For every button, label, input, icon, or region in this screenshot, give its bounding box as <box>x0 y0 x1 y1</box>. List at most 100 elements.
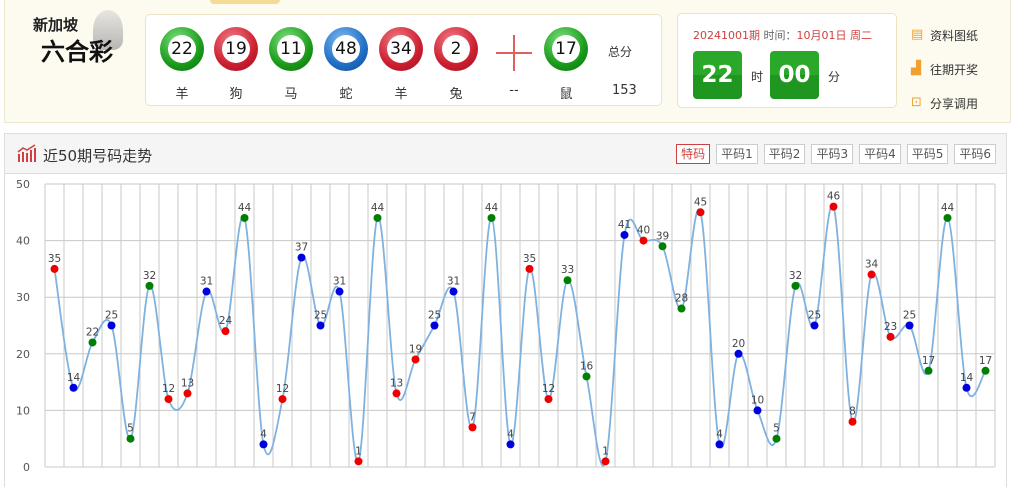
data-point <box>544 395 553 404</box>
data-point <box>582 372 591 381</box>
data-point <box>753 406 762 415</box>
data-label: 10 <box>751 394 764 406</box>
y-tick-label: 10 <box>16 404 30 417</box>
data-point <box>69 383 78 392</box>
data-label: 31 <box>333 276 346 288</box>
tab-1[interactable]: 平码1 <box>716 144 758 164</box>
total-value: 153 <box>612 83 637 98</box>
data-label: 25 <box>808 310 821 322</box>
data-point <box>88 338 97 347</box>
data-point <box>392 389 401 398</box>
period: 20241001期 <box>693 29 760 42</box>
ball-number: 34 <box>387 35 415 63</box>
data-point <box>164 395 173 404</box>
tab-0[interactable]: 特码 <box>676 144 711 164</box>
data-label: 35 <box>48 253 61 265</box>
data-label: 17 <box>979 355 992 367</box>
data-label: 23 <box>884 321 897 333</box>
ball-zodiac: 兔 <box>449 87 463 102</box>
data-point <box>981 366 990 375</box>
data-label: 33 <box>561 264 574 276</box>
data-label: 4 <box>507 428 514 440</box>
ball-zodiac: 羊 <box>175 87 189 102</box>
data-point <box>335 287 344 296</box>
data-point <box>943 213 952 222</box>
panel-title: 近50期号码走势 <box>43 147 153 165</box>
data-point <box>202 287 211 296</box>
ball-zodiac: 蛇 <box>339 87 353 102</box>
trend-panel: 近50期号码走势 特码 平码1 平码2 平码3 平码4 平码5 平码6 <box>4 133 1007 487</box>
data-label: 5 <box>127 423 134 435</box>
data-label: 41 <box>618 219 631 231</box>
data-point <box>240 213 249 222</box>
ball: 19 <box>214 27 258 71</box>
header-band: 新加坡 六合彩 -- 总分 153 22 羊 19 狗 11 马 48 蛇 34 羊 2 兔 17 鼠 2… <box>4 0 1011 123</box>
data-label: 25 <box>314 310 327 322</box>
data-point <box>620 230 629 239</box>
link-materials[interactable]: ▤ 资料图纸 <box>911 18 978 52</box>
data-point <box>487 213 496 222</box>
data-label: 31 <box>447 276 460 288</box>
quick-links: ▤ 资料图纸 ▟ 往期开奖 ⊡ 分享调用 <box>911 18 978 120</box>
link-history[interactable]: ▟ 往期开奖 <box>911 52 978 86</box>
y-tick-label: 20 <box>16 348 30 361</box>
data-point <box>639 236 648 245</box>
tab-2[interactable]: 平码2 <box>763 144 806 164</box>
data-label: 1 <box>355 445 362 457</box>
data-point <box>658 242 667 251</box>
data-label: 46 <box>827 191 841 203</box>
ball-number: 2 <box>442 35 470 63</box>
ball-zodiac: 狗 <box>229 87 243 102</box>
link-share[interactable]: ⊡ 分享调用 <box>911 86 978 120</box>
ball-zodiac: 马 <box>284 87 298 102</box>
data-point <box>145 281 154 290</box>
data-label: 24 <box>219 315 233 327</box>
data-label: 44 <box>238 202 252 214</box>
data-label: 44 <box>941 202 955 214</box>
trend-chart-icon <box>17 144 36 162</box>
data-point <box>278 395 287 404</box>
data-label: 35 <box>523 253 536 265</box>
data-point <box>734 349 743 358</box>
plus-label: -- <box>509 83 519 98</box>
data-label: 45 <box>694 196 707 208</box>
data-point <box>886 332 895 341</box>
share-screen-icon: ⊡ <box>911 95 922 110</box>
tab-6[interactable]: 平码6 <box>954 144 996 164</box>
ball: 2 <box>434 27 478 71</box>
data-label: 7 <box>469 411 476 423</box>
tab-4[interactable]: 平码4 <box>859 144 901 164</box>
data-point <box>791 281 800 290</box>
data-label: 22 <box>86 326 99 338</box>
calendar-icon: ▤ <box>911 27 924 42</box>
data-point <box>962 383 971 392</box>
data-label: 37 <box>295 242 308 254</box>
data-label: 5 <box>773 423 780 435</box>
data-label: 12 <box>162 383 175 395</box>
data-point <box>715 440 724 449</box>
data-label: 19 <box>409 343 422 355</box>
data-label: 25 <box>903 310 916 322</box>
ball: 48 <box>324 27 368 71</box>
data-point <box>677 304 686 313</box>
tab-3[interactable]: 平码3 <box>811 144 854 164</box>
tab-5[interactable]: 平码5 <box>906 144 949 164</box>
ball-number: 22 <box>168 35 196 63</box>
draw-info: 20241001期 时间：10月01日 周二 <box>693 27 872 43</box>
data-point <box>810 321 819 330</box>
data-point <box>107 321 116 330</box>
data-point <box>354 457 363 466</box>
data-point <box>411 355 420 364</box>
data-point <box>183 389 192 398</box>
data-label: 34 <box>865 259 879 271</box>
panel-header: 近50期号码走势 特码 平码1 平码2 平码3 平码4 平码5 平码6 <box>5 134 1006 174</box>
ball: 11 <box>269 27 313 71</box>
logo-line1: 新加坡 <box>33 16 79 34</box>
data-point <box>126 434 135 443</box>
data-label: 31 <box>200 276 213 288</box>
link-label: 资料图纸 <box>930 28 979 43</box>
data-point <box>867 270 876 279</box>
data-point <box>468 423 477 432</box>
data-point <box>50 264 59 273</box>
